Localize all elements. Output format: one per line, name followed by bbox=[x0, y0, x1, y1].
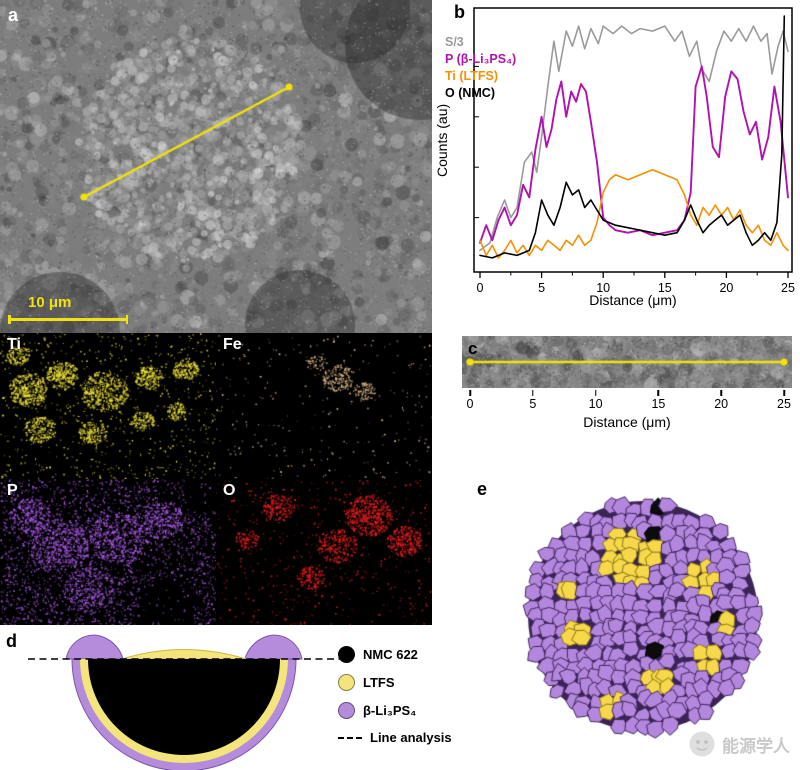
x-tick-label: 20 bbox=[719, 281, 733, 295]
sem-image bbox=[0, 0, 432, 333]
fe-map-image bbox=[216, 333, 432, 479]
legend-label-line-analysis: Line analysis bbox=[370, 730, 452, 745]
legend-item-nmc622: NMC 622 bbox=[338, 646, 452, 663]
c-axis-ticks: 0 5 10 15 20 25 bbox=[440, 390, 800, 414]
c-axis-tick bbox=[657, 390, 660, 396]
sem-panel: a 10 μm bbox=[0, 0, 432, 333]
nmc622-swatch bbox=[338, 646, 355, 663]
c-axis-tick bbox=[469, 390, 471, 396]
o-map-image bbox=[216, 479, 432, 625]
scale-bar: 10 μm bbox=[8, 294, 132, 326]
watermark-mascot-icon bbox=[689, 731, 715, 757]
series-ti-ltfs- bbox=[479, 168, 789, 259]
watermark: 能源学人 bbox=[688, 730, 790, 758]
legend-item-lps: β-Li₃PS₄ bbox=[338, 702, 452, 719]
lps-wing-right bbox=[244, 634, 303, 660]
linescan-chart-panel: 0 5 10 15 20 25 b Counts (au) S/3 P (β-Li₃PS₄… bbox=[432, 0, 800, 324]
x-tick-label: 25 bbox=[781, 281, 795, 295]
fe-map-label: Fe bbox=[223, 336, 242, 353]
c-axis-tick bbox=[532, 390, 534, 396]
legend-label-ltfs: LTFS bbox=[363, 675, 395, 690]
map-cell-o: O bbox=[216, 479, 432, 625]
scale-bar-label: 10 μm bbox=[28, 294, 72, 311]
panel-label-c: c bbox=[468, 339, 478, 358]
nmc-core bbox=[88, 659, 280, 755]
c-tick-label: 10 bbox=[588, 397, 603, 411]
c-axis-tick bbox=[783, 390, 785, 396]
lps-swatch bbox=[338, 702, 355, 719]
series-s-3 bbox=[479, 25, 789, 252]
linescan-plot: 0 5 10 15 20 25 bbox=[473, 7, 795, 295]
lps-wing-left bbox=[65, 634, 124, 660]
line-analysis-swatch bbox=[338, 736, 362, 739]
core-shell-schematic bbox=[28, 634, 340, 770]
panel-label-a: a bbox=[8, 5, 19, 25]
scale-bar-line bbox=[8, 315, 128, 324]
panel-label-d: d bbox=[6, 631, 17, 651]
o-map-label: O bbox=[223, 482, 236, 499]
schematic-legend: NMC 622 LTFS β-Li₃PS₄ Line analysis bbox=[338, 646, 452, 756]
x-tick-label: 5 bbox=[538, 281, 545, 295]
eds-maps-grid: Ti Fe P O bbox=[0, 333, 432, 625]
p-map-image bbox=[0, 479, 216, 625]
watermark-text: 能源学人 bbox=[722, 736, 790, 756]
c-axis-tick bbox=[720, 390, 722, 396]
ti-map-image bbox=[0, 333, 216, 479]
legend-item-p-lps: P (β-Li₃PS₄) bbox=[445, 52, 517, 66]
chart-legend: S/3 P (β-Li₃PS₄) Ti (LTFS) O (NMC) bbox=[445, 34, 516, 102]
c-x-axis-label: Distance (μm) bbox=[583, 414, 671, 430]
c-tick-label: 20 bbox=[714, 397, 729, 411]
c-axis-tick bbox=[594, 390, 597, 396]
series-p-li-ps- bbox=[479, 65, 789, 244]
legend-item-ti-ltfs: Ti (LTFS) bbox=[445, 69, 498, 83]
map-cell-p: P bbox=[0, 479, 216, 625]
sem-strip-image bbox=[462, 336, 792, 388]
c-tick-label: 25 bbox=[777, 397, 791, 411]
legend-item-o-nmc: O (NMC) bbox=[445, 86, 495, 100]
x-tick-label: 10 bbox=[596, 281, 610, 295]
legend-item-s3: S/3 bbox=[445, 35, 464, 49]
map-cell-fe: Fe bbox=[216, 333, 432, 479]
panel-label-b: b bbox=[454, 2, 465, 22]
map-cell-ti: Ti bbox=[0, 333, 216, 479]
c-tick-label: 15 bbox=[651, 397, 666, 411]
legend-label-lps: β-Li₃PS₄ bbox=[363, 703, 417, 718]
mosaic-panel: e bbox=[432, 430, 800, 770]
ti-map-label: Ti bbox=[7, 336, 21, 353]
c-tick-label: 5 bbox=[529, 397, 537, 411]
ltfs-cap bbox=[121, 649, 247, 660]
legend-item-ltfs: LTFS bbox=[338, 674, 452, 691]
x-tick-label: 0 bbox=[477, 281, 484, 295]
series-o-nmc- bbox=[479, 15, 786, 259]
schematic-panel: d NMC 622 LTFS β-Li₃PS₄ Line analysis bbox=[0, 628, 452, 770]
ltfs-swatch bbox=[338, 674, 355, 691]
x-tick-label: 15 bbox=[658, 281, 672, 295]
panel-label-e: e bbox=[477, 479, 488, 499]
c-tick-label: 0 bbox=[466, 397, 474, 411]
sem-strip-panel: c 0 5 10 15 20 25 Distance (μm) bbox=[440, 326, 800, 438]
x-axis-label: Distance (μm) bbox=[589, 292, 677, 308]
legend-label-nmc622: NMC 622 bbox=[363, 647, 418, 662]
grain-mosaic-image bbox=[432, 430, 800, 770]
legend-item-line-analysis: Line analysis bbox=[338, 730, 452, 745]
p-map-label: P bbox=[7, 482, 18, 499]
